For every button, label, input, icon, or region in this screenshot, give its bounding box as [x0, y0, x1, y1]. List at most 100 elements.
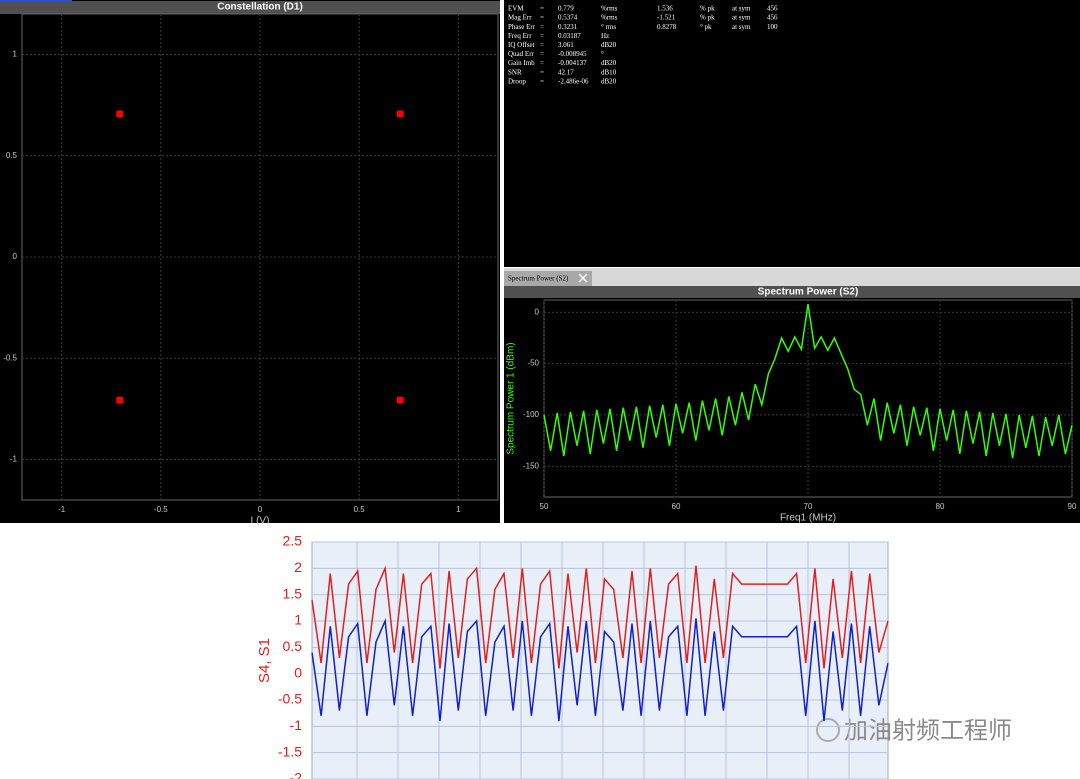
point	[396, 110, 404, 118]
summary-cell: dB20	[601, 59, 617, 67]
y-tick-label: -150	[523, 461, 540, 470]
summary-cell: at sym	[732, 23, 751, 31]
summary-cell: =	[540, 68, 544, 76]
x-tick-label: -0.5	[154, 505, 168, 514]
x-tick-label: 80	[936, 502, 945, 511]
y-tick-label: -100	[523, 410, 540, 419]
spectrum-panel	[504, 286, 1080, 523]
summary-cell: 0.5374	[558, 14, 578, 22]
summary-cell: =	[540, 77, 544, 85]
summary-cell: at sym	[732, 5, 751, 13]
summary-cell: at sym	[732, 14, 751, 22]
y-tick-label: 2.5	[283, 533, 303, 549]
x-axis-label: I (V)	[251, 516, 270, 527]
summary-cell: %rms	[601, 14, 618, 22]
chart-title: Spectrum Power (S2)	[758, 287, 859, 298]
error-summary-panel	[504, 0, 1080, 267]
summary-cell: Hz	[601, 32, 609, 40]
tab-close[interactable]	[578, 273, 588, 283]
y-tick-label: 1	[13, 50, 18, 59]
summary-cell: EVM	[508, 5, 524, 13]
y-tick-label: 1	[294, 612, 302, 628]
summary-cell: °	[601, 50, 604, 58]
summary-cell: 456	[767, 5, 778, 13]
y-tick-label: -50	[527, 359, 539, 368]
point	[116, 110, 124, 118]
summary-cell: -1.521	[657, 14, 676, 22]
summary-cell: -0.004137	[558, 59, 587, 67]
point	[116, 396, 124, 404]
summary-cell: % pk	[700, 14, 715, 22]
waveform-plot-area	[311, 541, 889, 779]
watermark: 加油射频工程师	[844, 717, 1012, 744]
x-tick-label: -1	[58, 505, 66, 514]
y-tick-label: 2	[294, 559, 302, 575]
summary-cell: 0.8278	[657, 23, 677, 31]
summary-cell: 0.3231	[558, 23, 578, 31]
tab-strip	[504, 268, 1080, 286]
x-tick-label: 70	[804, 502, 813, 511]
summary-cell: 0.03187	[558, 32, 581, 40]
y-tick-label: -2	[290, 770, 303, 779]
chart-title: Constellation (D1)	[217, 2, 303, 13]
summary-cell: 3.061	[558, 41, 574, 49]
x-tick-label: 0.5	[354, 505, 366, 514]
y-tick-label: 1.5	[283, 585, 303, 601]
summary-cell: 100	[767, 23, 778, 31]
y-tick-label: -1.5	[278, 743, 302, 759]
summary-cell: 0.779	[558, 5, 574, 13]
tab[interactable]	[504, 271, 592, 286]
summary-cell: dB20	[601, 41, 617, 49]
tab-label[interactable]: Spectrum Power (S2)	[508, 275, 569, 283]
summary-cell: -0.008945	[558, 50, 587, 58]
summary-cell: =	[540, 32, 544, 40]
summary-cell: Freq Err	[508, 32, 532, 40]
y-tick-label: -0.5	[3, 353, 17, 362]
data-line	[311, 565, 889, 669]
watermark-icon	[816, 718, 840, 742]
summary-cell: 1.536	[657, 5, 673, 13]
summary-cell: ° pk	[700, 23, 712, 31]
summary-cell: -2.486e-06	[558, 77, 589, 85]
x-axis-label: Freq1 (MHz)	[780, 513, 836, 524]
y-tick-label: 0	[294, 664, 302, 680]
summary-cell: SNR	[508, 68, 522, 76]
title-bar	[504, 286, 1080, 298]
summary-cell: Phase Err	[508, 23, 536, 31]
summary-cell: Quad Err	[508, 50, 535, 58]
x-tick-label: 60	[672, 502, 681, 511]
constellation-panel	[0, 0, 500, 523]
title-bar	[0, 1, 500, 14]
summary-cell: ° rms	[601, 23, 616, 31]
y-axis-label: Spectrum Power 1 (dBm)	[506, 342, 517, 454]
y-tick-label: 0.5	[6, 151, 18, 160]
x-tick-label: 50	[540, 502, 549, 511]
y-axis-label: S4, S1	[256, 638, 273, 683]
y-tick-label: 0	[13, 252, 18, 261]
x-tick-label: 90	[1068, 502, 1077, 511]
y-tick-label: -0.5	[278, 691, 302, 707]
x-tick-label: 1	[456, 505, 461, 514]
summary-cell: Gain Imb	[508, 59, 535, 67]
summary-cell: =	[540, 50, 544, 58]
summary-cell: 42.17	[558, 68, 574, 76]
summary-cell: % pk	[700, 5, 715, 13]
data-line	[311, 618, 889, 722]
summary-cell: =	[540, 41, 544, 49]
y-tick-label: -1	[290, 717, 303, 733]
summary-cell: IQ Offset	[508, 41, 535, 49]
summary-cell: =	[540, 14, 544, 22]
point	[396, 396, 404, 404]
summary-cell: =	[540, 23, 544, 31]
summary-cell: dB10	[601, 68, 617, 76]
y-tick-label: -1	[10, 455, 18, 464]
data-line	[543, 303, 1073, 459]
y-tick-label: 0	[535, 307, 540, 316]
summary-cell: Droop	[508, 77, 526, 85]
summary-cell: =	[540, 59, 544, 67]
x-tick-label: 0	[258, 505, 263, 514]
y-tick-label: 0.5	[283, 638, 303, 654]
summary-cell: dB20	[601, 77, 617, 85]
summary-cell: 456	[767, 14, 778, 22]
